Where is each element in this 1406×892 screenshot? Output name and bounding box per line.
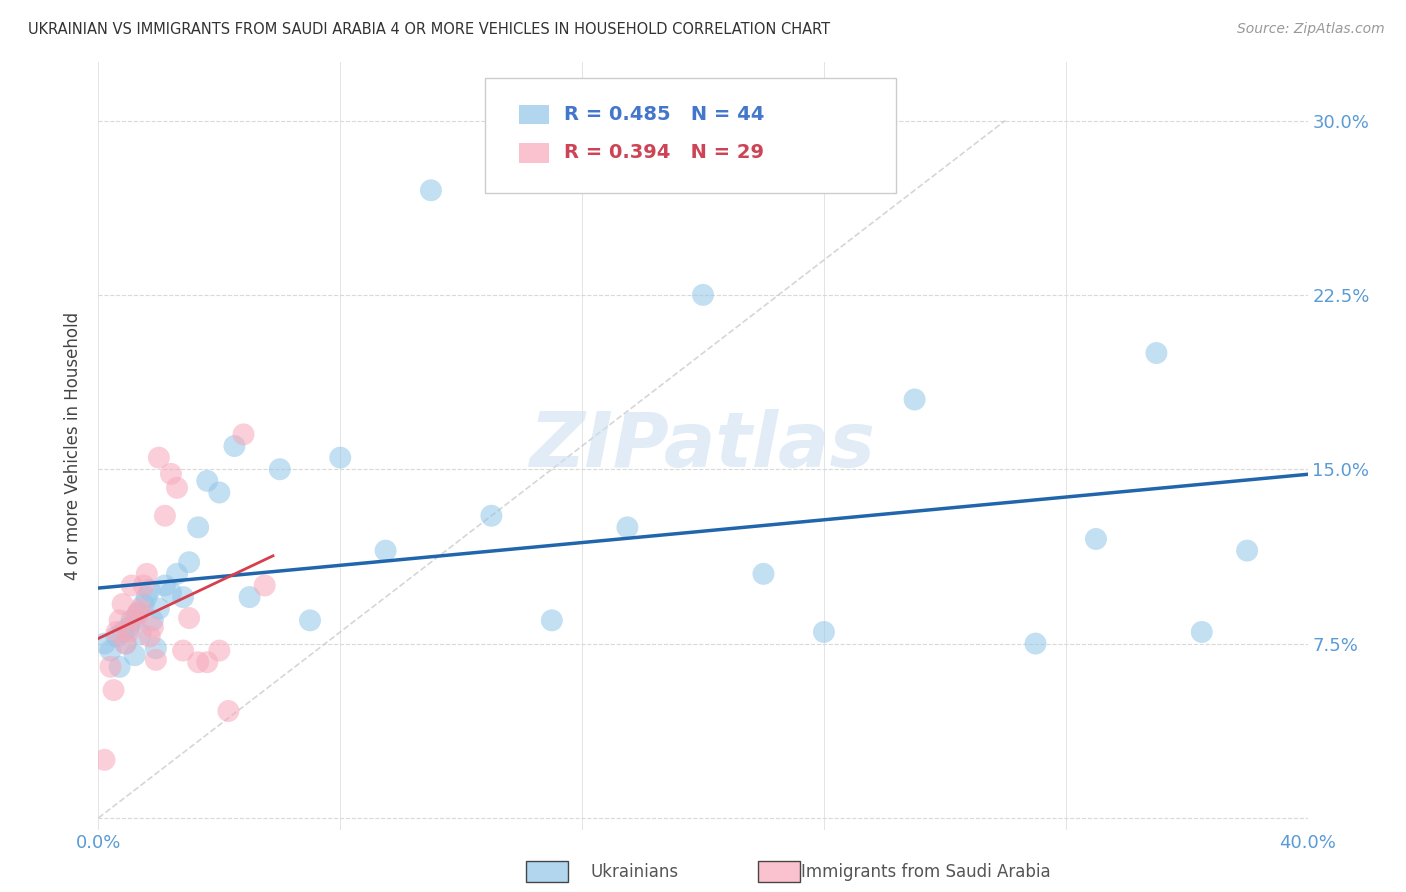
- Point: [172, 590, 194, 604]
- Point: [135, 590, 157, 604]
- Point: [299, 613, 322, 627]
- Point: [111, 597, 134, 611]
- Bar: [519, 144, 550, 162]
- FancyBboxPatch shape: [485, 78, 897, 193]
- Point: [239, 590, 262, 604]
- Point: [1144, 346, 1167, 360]
- Point: [118, 620, 141, 634]
- Point: [481, 508, 503, 523]
- Point: [166, 566, 188, 581]
- Point: [224, 439, 246, 453]
- Text: UKRAINIAN VS IMMIGRANTS FROM SAUDI ARABIA 4 OR MORE VEHICLES IN HOUSEHOLD CORREL: UKRAINIAN VS IMMIGRANTS FROM SAUDI ARABI…: [28, 22, 831, 37]
- Text: Immigrants from Saudi Arabia: Immigrants from Saudi Arabia: [801, 863, 1052, 881]
- Point: [93, 753, 115, 767]
- Point: [172, 643, 194, 657]
- Text: ZIPatlas: ZIPatlas: [530, 409, 876, 483]
- Point: [139, 630, 162, 644]
- Text: Source: ZipAtlas.com: Source: ZipAtlas.com: [1237, 22, 1385, 37]
- Point: [145, 653, 167, 667]
- Point: [540, 613, 562, 627]
- Point: [100, 660, 122, 674]
- Point: [121, 578, 143, 592]
- Text: R = 0.394   N = 29: R = 0.394 N = 29: [564, 144, 763, 162]
- Point: [118, 624, 141, 639]
- Point: [132, 578, 155, 592]
- Point: [692, 288, 714, 302]
- Point: [100, 643, 122, 657]
- Point: [127, 607, 149, 621]
- Point: [148, 601, 170, 615]
- Point: [329, 450, 352, 465]
- Point: [108, 613, 131, 627]
- Text: R = 0.485   N = 44: R = 0.485 N = 44: [564, 105, 765, 124]
- Point: [108, 660, 131, 674]
- Point: [166, 481, 188, 495]
- Point: [1191, 624, 1213, 639]
- Point: [127, 607, 149, 621]
- Point: [217, 704, 239, 718]
- Point: [1024, 637, 1046, 651]
- Point: [160, 585, 183, 599]
- Point: [269, 462, 291, 476]
- Point: [105, 630, 128, 644]
- Point: [129, 627, 152, 641]
- Point: [114, 637, 136, 651]
- Point: [121, 613, 143, 627]
- Point: [420, 183, 443, 197]
- Point: [103, 683, 125, 698]
- Point: [187, 520, 209, 534]
- Point: [616, 520, 638, 534]
- Point: [195, 655, 218, 669]
- Point: [187, 655, 209, 669]
- Point: [195, 474, 218, 488]
- Point: [124, 613, 146, 627]
- Point: [139, 583, 162, 598]
- Point: [145, 641, 167, 656]
- Y-axis label: 4 or more Vehicles in Household: 4 or more Vehicles in Household: [65, 312, 83, 580]
- Point: [153, 508, 176, 523]
- Point: [142, 613, 165, 627]
- Point: [148, 450, 170, 465]
- Bar: [519, 105, 550, 124]
- Point: [253, 578, 276, 592]
- Point: [232, 427, 254, 442]
- Point: [752, 566, 775, 581]
- Point: [208, 643, 231, 657]
- Point: [93, 637, 115, 651]
- Point: [208, 485, 231, 500]
- Text: Ukrainians: Ukrainians: [591, 863, 679, 881]
- Point: [135, 566, 157, 581]
- Point: [111, 624, 134, 639]
- Point: [1085, 532, 1108, 546]
- Point: [105, 624, 128, 639]
- Point: [129, 601, 152, 615]
- Point: [124, 648, 146, 663]
- Point: [813, 624, 835, 639]
- Point: [160, 467, 183, 481]
- Point: [179, 611, 201, 625]
- Point: [1236, 543, 1258, 558]
- Point: [114, 637, 136, 651]
- Point: [142, 620, 165, 634]
- Point: [374, 543, 396, 558]
- Point: [153, 578, 176, 592]
- Point: [179, 555, 201, 569]
- Point: [904, 392, 927, 407]
- Point: [132, 597, 155, 611]
